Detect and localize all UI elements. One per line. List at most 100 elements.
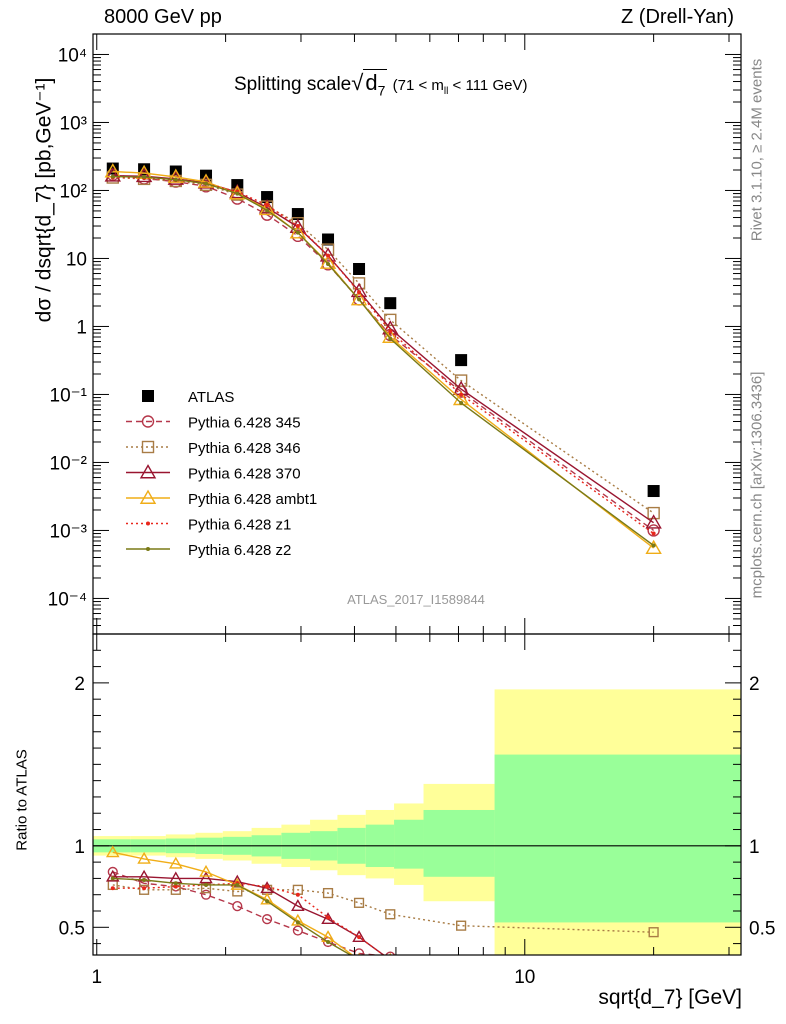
data-point [649, 959, 658, 968]
data-point [265, 208, 270, 213]
title-prefix: Splitting scale [234, 74, 352, 95]
y-tick-label: 10² [60, 181, 87, 202]
data-point [353, 897, 365, 908]
data-point [232, 886, 243, 897]
data-point [235, 191, 240, 196]
ratio-y-axis-label: Ratio to ATLAS [13, 749, 31, 851]
data-point [146, 521, 150, 526]
data-point [322, 233, 335, 246]
panel-frames [92, 33, 742, 956]
data-point [200, 889, 212, 900]
legend-label: Pythia 6.428 370 [188, 466, 301, 483]
data-point [326, 261, 331, 266]
data-point [260, 881, 274, 894]
x-tick-label: 10 [514, 967, 535, 988]
data-point [105, 845, 120, 858]
data-point [295, 892, 300, 897]
data-point [384, 313, 397, 327]
data-point [169, 856, 183, 869]
ratio-tick-label-left: 1 [74, 837, 85, 858]
mcplots-label: mcplots.cern.ch [arXiv:1306.3436] [748, 371, 766, 599]
legend-label: ATLAS [188, 389, 234, 406]
series-line-ratio [112, 882, 385, 955]
series-line-ratio [112, 884, 654, 933]
series-line-ratio [112, 851, 354, 955]
series-line-ratio [112, 876, 385, 955]
data-point [197, 173, 215, 188]
data-point [645, 514, 662, 529]
data-point [291, 899, 305, 912]
data-point [265, 884, 270, 889]
y-tick-label: 10⁴ [58, 45, 87, 66]
ratio-tick-label-left: 0.5 [59, 918, 85, 939]
data-point [142, 174, 147, 179]
data-point [357, 290, 362, 295]
data-point [139, 464, 157, 479]
data-point [135, 167, 153, 183]
data-point [199, 871, 213, 884]
axis-ticks: 1 10 10⁻⁴ 10⁻³ 10⁻² 10⁻¹ 1 10 10² 10³ 10⁴ 0.5 0.5 1 1 2… [48, 33, 775, 988]
data-point [382, 328, 399, 343]
data-point [459, 960, 463, 964]
data-point [647, 485, 660, 498]
data-point [167, 168, 185, 183]
data-point [460, 954, 462, 955]
data-point [385, 909, 396, 920]
green-band-bin [423, 809, 495, 877]
data-point [454, 374, 468, 387]
data-point [295, 230, 300, 235]
y-tick-label: 10⁻⁴ [48, 589, 87, 610]
data-point [652, 963, 656, 967]
ratio-tick-label-right: 1 [749, 837, 760, 858]
data-point [652, 963, 656, 967]
x-tick-label: 1 [91, 967, 102, 988]
data-point [357, 958, 361, 962]
title-root-symbol: d [365, 70, 378, 95]
plot-title: Splitting scale√d7 (71 < mll < 111 GeV) [234, 69, 527, 99]
data-point [110, 876, 115, 881]
ratio-panel-frame [92, 633, 742, 956]
data-point [385, 951, 396, 955]
data-point [235, 882, 240, 887]
title-root-sub: 7 [377, 82, 386, 99]
data-point [146, 547, 150, 551]
data-point [142, 878, 147, 883]
data-point [232, 901, 243, 912]
data-point [173, 881, 178, 886]
data-point [388, 958, 392, 962]
data-point [292, 925, 303, 936]
data-point [173, 884, 178, 889]
process-label: Z (Drell-Yan) [621, 6, 734, 28]
series-line-ratio [112, 877, 352, 955]
main-y-axis-label: dσ / dsqrt{d_7} [pb,GeV⁻¹] [32, 77, 56, 323]
data-point [647, 524, 660, 537]
title-range-a: (71 < m [392, 77, 444, 94]
data-point [350, 290, 368, 306]
data-point [352, 930, 366, 942]
data-point [357, 935, 362, 940]
data-point [353, 262, 366, 275]
series-line-main [112, 174, 655, 531]
data-point [459, 961, 463, 965]
data-point [295, 224, 300, 229]
data-point [173, 177, 178, 182]
data-point [455, 354, 468, 367]
data-point [384, 297, 397, 310]
data-point [137, 851, 151, 864]
ratio-tick-label-right: 0.5 [749, 918, 775, 939]
data-point [651, 543, 656, 548]
data-point [319, 247, 337, 262]
series-line-main [112, 176, 655, 535]
data-point [110, 886, 115, 891]
data-point [352, 277, 366, 290]
y-tick-label: 10⁻¹ [50, 385, 88, 406]
data-point [110, 174, 115, 179]
series-line-main [112, 175, 655, 547]
data-point [648, 927, 659, 938]
data-point [648, 959, 659, 969]
data-point [105, 869, 120, 882]
data-point [647, 506, 660, 520]
title-range-sub: ll [443, 86, 449, 97]
data-point [357, 952, 361, 955]
